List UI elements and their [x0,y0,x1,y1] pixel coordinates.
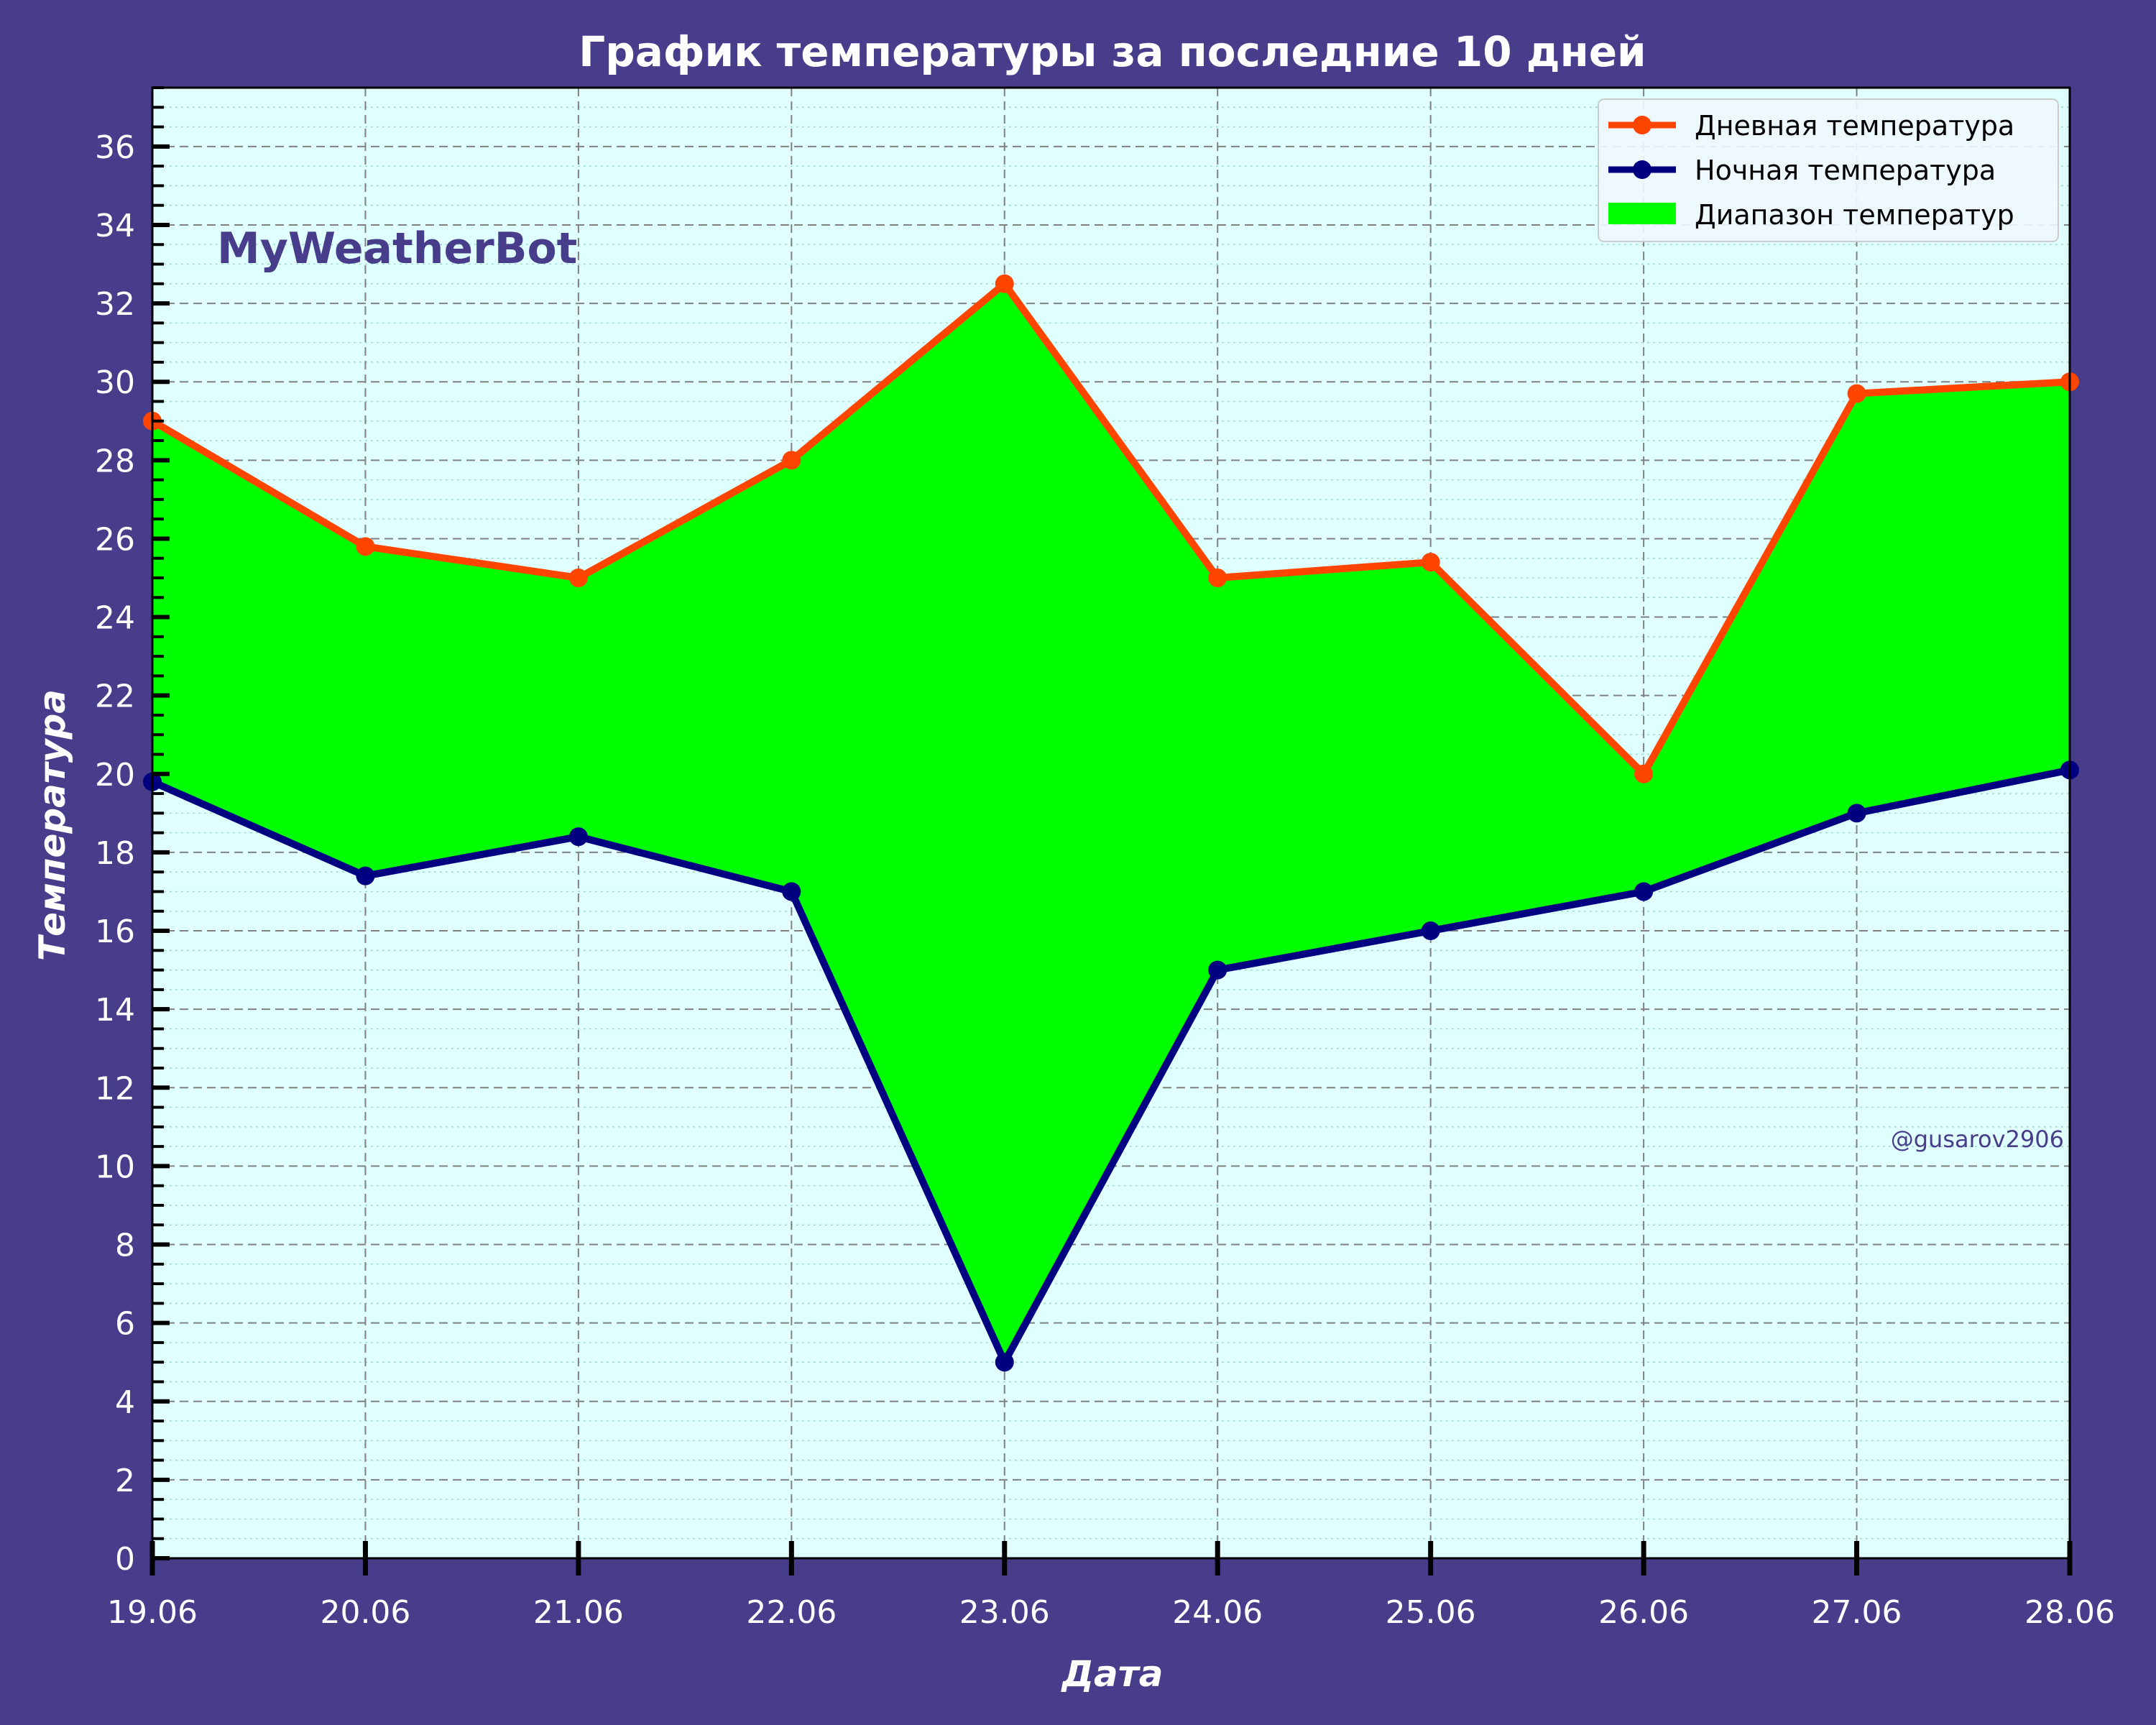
day-temperature-point [1421,553,1440,572]
y-tick-label: 14 [95,992,135,1029]
y-tick-label: 28 [95,443,135,479]
chart-title: График температуры за последние 10 дней [579,27,1646,76]
day-temperature-point [782,451,801,470]
x-tick-label: 26.06 [1598,1594,1689,1631]
x-tick-label: 21.06 [533,1594,624,1631]
y-tick-label: 10 [95,1149,135,1185]
night-temperature-point [995,1353,1014,1372]
y-tick-label: 34 [95,208,135,244]
night-temperature-point [1421,921,1440,941]
day-temperature-points [143,274,2079,783]
night-temperature-point [1847,804,1866,823]
night-temperature-point [568,827,588,847]
night-temperature-point [356,866,375,886]
day-temperature-point [356,537,375,556]
x-tick-label: 22.06 [746,1594,837,1631]
x-tick-label: 23.06 [959,1594,1050,1631]
y-tick-label: 20 [95,757,135,794]
night-temperature-point [1634,882,1654,901]
x-axis-ticks: 19.06 20.06 21.06 22.06 23.06 24.06 25.06 26.06… [107,1541,2115,1631]
y-tick-label: 12 [95,1070,135,1107]
x-tick-label: 19.06 [107,1594,198,1631]
day-temperature-point [1847,384,1866,403]
y-tick-label: 2 [115,1463,135,1499]
y-tick-label: 8 [115,1228,135,1264]
plot-frame [151,86,2071,1560]
y-axis-label: Температура [32,689,73,961]
day-temperature-line [150,280,2070,778]
night-temperature-points [143,760,2079,1372]
y-tick-label: 16 [95,914,135,950]
y-tick-label: 22 [95,678,135,715]
night-temperature-point [782,882,801,901]
y-tick-label: 32 [95,286,135,323]
y-tick-label: 26 [95,521,135,558]
credit-watermark: @gusarov2906 [1891,1126,2064,1153]
legend-day-label: Дневная температура [1695,110,2014,142]
legend: Дневная температура Ночная температура Д… [1598,98,2059,242]
legend-day-marker [1633,116,1651,134]
day-temperature-point [995,274,1014,293]
day-temperature-point [1634,764,1654,783]
y-tick-label: 6 [115,1306,135,1343]
y-tick-label: 4 [115,1384,135,1421]
x-axis-label: Дата [1061,1653,1164,1695]
y-tick-label: 24 [95,600,135,637]
day-temperature-point [568,569,588,587]
legend-night-label: Ночная температура [1695,155,1996,186]
day-temperature-point [1208,569,1227,587]
y-tick-label: 36 [95,129,135,166]
temperature-range-fill [152,283,2070,1363]
x-tick-label: 27.06 [1812,1594,1902,1631]
y-tick-label: 18 [95,835,135,872]
x-tick-label: 20.06 [320,1594,410,1631]
legend-range-swatch [1608,203,1676,224]
night-temperature-point [1208,960,1227,980]
y-tick-label: 0 [115,1541,135,1578]
x-tick-label: 28.06 [2024,1594,2115,1631]
brand-watermark: MyWeatherBot [217,224,577,274]
legend-range-label: Диапазон температур [1695,199,2014,231]
x-tick-label: 24.06 [1172,1594,1263,1631]
x-tick-label: 25.06 [1386,1594,1476,1631]
legend-night-marker [1633,160,1651,179]
legend-box [1598,98,2059,242]
night-temperature-line [150,766,2070,1366]
y-tick-label: 30 [95,364,135,401]
